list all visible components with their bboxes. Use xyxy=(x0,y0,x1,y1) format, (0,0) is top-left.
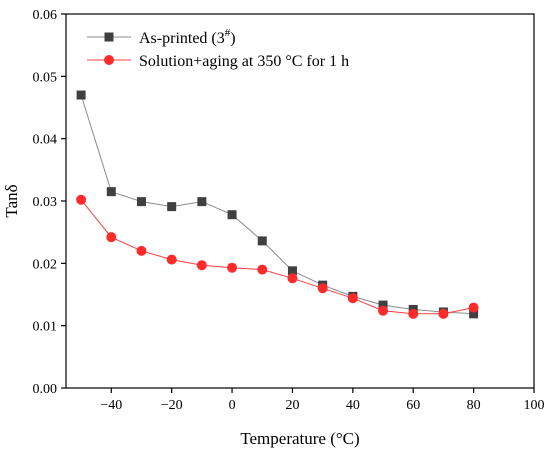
x-tick-label: −40 xyxy=(100,398,122,413)
x-tick-label: 100 xyxy=(524,398,545,413)
legend-marker-2 xyxy=(104,55,114,65)
series-2-line xyxy=(80,199,474,315)
series-2-point xyxy=(317,283,328,294)
series-2-point xyxy=(347,293,358,304)
y-tick-label: 0.06 xyxy=(33,8,58,23)
x-tick-label: 40 xyxy=(346,398,360,413)
x-axis: −40 −20 0 20 40 60 80 100 xyxy=(100,388,545,413)
legend-label-1-text: As-printed (3 xyxy=(139,30,225,47)
series-2-point xyxy=(106,232,117,243)
series-2-point xyxy=(257,264,268,275)
series-1 xyxy=(76,90,479,319)
series-1-point xyxy=(469,309,479,319)
series-1-point xyxy=(197,197,207,207)
plot-frame xyxy=(65,13,535,389)
y-tick-label: 0.00 xyxy=(33,382,58,397)
y-tick-label: 0.04 xyxy=(33,133,58,148)
series-layer xyxy=(76,90,479,319)
series-2-point xyxy=(408,308,419,319)
series-1-point xyxy=(378,300,388,310)
series-1-point xyxy=(106,187,116,197)
x-tick-label: 60 xyxy=(406,398,420,413)
y-axis: 0.00 0.01 0.02 0.03 0.04 0.05 0.06 xyxy=(33,8,66,397)
series-2-point xyxy=(166,254,177,265)
series-2-point xyxy=(76,194,87,205)
series-2-point xyxy=(196,260,207,271)
y-tick-label: 0.01 xyxy=(33,320,58,335)
series-1-point xyxy=(136,197,146,207)
series-1-point xyxy=(287,266,297,276)
legend: As-printed (3#) Solution+aging at 350 °C … xyxy=(87,27,349,70)
legend-label-2: Solution+aging at 350 °C for 1 h xyxy=(139,53,349,70)
series-1-point xyxy=(76,90,86,100)
legend-label-suffix: ) xyxy=(230,30,235,47)
series-1-point xyxy=(167,202,177,212)
series-1-line xyxy=(80,94,474,315)
series-2 xyxy=(76,194,479,319)
x-tick-label: −20 xyxy=(161,398,183,413)
x-tick-label: 80 xyxy=(467,398,481,413)
y-tick-label: 0.05 xyxy=(33,70,58,85)
series-2-point xyxy=(438,308,449,319)
x-tick-label: 20 xyxy=(285,398,299,413)
y-tick-label: 0.03 xyxy=(33,195,58,210)
y-tick-label: 0.02 xyxy=(33,257,58,272)
series-2-point xyxy=(378,305,389,316)
legend-marker-1 xyxy=(104,32,114,42)
legend-label-1: As-printed (3#) xyxy=(139,27,236,47)
series-2-point xyxy=(136,245,147,256)
y-axis-title: Tanδ xyxy=(2,184,21,217)
legend-label-2-text: Solution+aging at 350 °C for 1 h xyxy=(139,53,349,70)
series-2-point xyxy=(227,262,238,273)
x-axis-title: Temperature (°C) xyxy=(240,429,359,448)
series-1-point xyxy=(227,210,237,220)
series-2-point xyxy=(287,273,298,284)
series-1-point xyxy=(257,236,267,246)
legend-label-superscript: # xyxy=(225,27,231,39)
x-tick-label: 0 xyxy=(229,398,236,413)
series-2-point xyxy=(468,302,479,313)
